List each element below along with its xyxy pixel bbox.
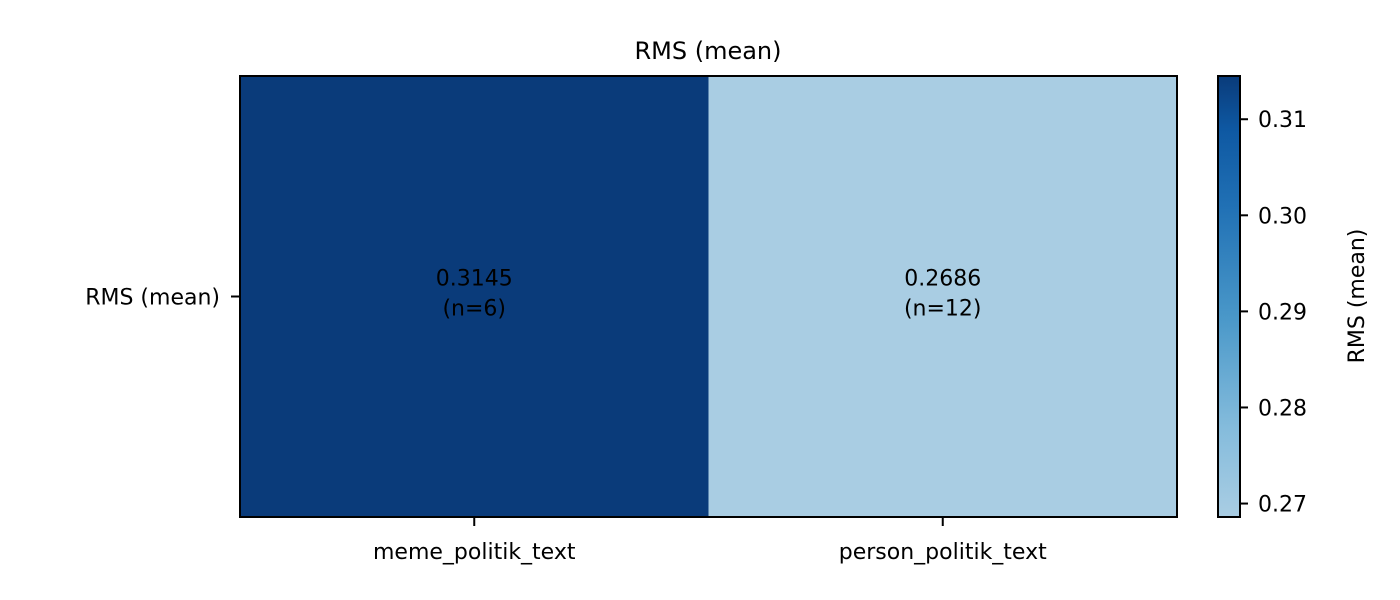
y-tick-label: RMS (mean) (85, 286, 220, 311)
colorbar-tick-label: 0.31 (1258, 108, 1307, 133)
heatmap-cell (240, 76, 709, 517)
colorbar-gradient (1218, 76, 1240, 517)
heatmap-cells: 0.3145 (n=6) 0.2686 (n=12) (240, 76, 1177, 517)
x-axis-ticks: meme_politik_text person_politik_text (373, 517, 1047, 565)
cell-value-label: 0.2686 (904, 267, 981, 292)
cell-count-label: (n=12) (904, 297, 982, 322)
heatmap-cell (708, 76, 1177, 517)
colorbar-tick-label: 0.30 (1258, 204, 1307, 229)
y-axis-ticks: RMS (mean) (85, 286, 240, 311)
colorbar-ticks: 0.27 0.28 0.29 0.30 0.31 (1240, 108, 1307, 518)
colorbar-tick-label: 0.27 (1258, 493, 1307, 518)
colorbar: 0.27 0.28 0.29 0.30 0.31 RMS (mean) (1217, 75, 1370, 518)
x-tick-label: person_politik_text (839, 540, 1047, 565)
x-tick-label: meme_politik_text (373, 540, 576, 565)
colorbar-tick-label: 0.29 (1258, 300, 1307, 325)
colorbar-tick-label: 0.28 (1258, 396, 1307, 421)
chart-title: RMS (mean) (634, 37, 781, 65)
cell-value-label: 0.3145 (436, 267, 513, 292)
colorbar-label: RMS (mean) (1345, 229, 1370, 364)
colorbar-frame (1217, 75, 1241, 518)
cell-count-label: (n=6) (442, 297, 506, 322)
